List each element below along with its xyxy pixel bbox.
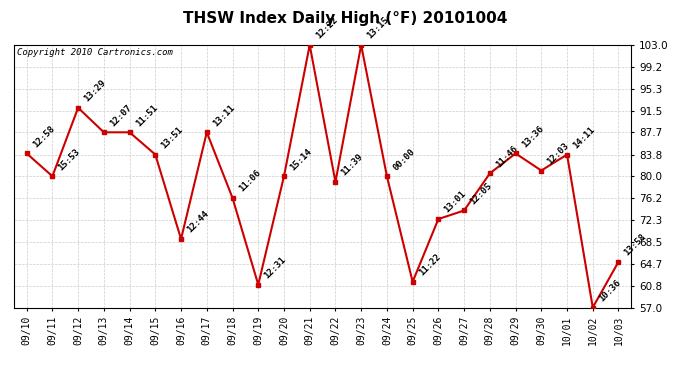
Text: 10:36: 10:36 bbox=[597, 278, 622, 303]
Text: 14:11: 14:11 bbox=[571, 125, 597, 150]
Text: 00:00: 00:00 bbox=[391, 147, 417, 172]
Text: 15:53: 15:53 bbox=[57, 147, 82, 172]
Text: 13:36: 13:36 bbox=[520, 124, 545, 149]
Text: 11:06: 11:06 bbox=[237, 168, 262, 194]
Text: 12:03: 12:03 bbox=[546, 141, 571, 166]
Text: 11:39: 11:39 bbox=[339, 152, 365, 178]
Text: 11:46: 11:46 bbox=[494, 144, 520, 169]
Text: 13:15: 13:15 bbox=[365, 15, 391, 41]
Text: 13:11: 13:11 bbox=[211, 103, 236, 128]
Text: 12:07: 12:07 bbox=[108, 103, 133, 128]
Text: THSW Index Daily High (°F) 20101004: THSW Index Daily High (°F) 20101004 bbox=[183, 11, 507, 26]
Text: 11:51: 11:51 bbox=[134, 103, 159, 128]
Text: 13:29: 13:29 bbox=[82, 78, 108, 104]
Text: 12:22: 12:22 bbox=[314, 15, 339, 41]
Text: 12:05: 12:05 bbox=[469, 181, 493, 206]
Text: 12:44: 12:44 bbox=[185, 210, 210, 235]
Text: 11:22: 11:22 bbox=[417, 252, 442, 278]
Text: 13:01: 13:01 bbox=[442, 189, 468, 215]
Text: 13:51: 13:51 bbox=[159, 125, 185, 150]
Text: 13:58: 13:58 bbox=[622, 232, 648, 258]
Text: 15:14: 15:14 bbox=[288, 147, 313, 172]
Text: Copyright 2010 Cartronics.com: Copyright 2010 Cartronics.com bbox=[17, 48, 172, 57]
Text: 12:31: 12:31 bbox=[262, 255, 288, 280]
Text: 12:58: 12:58 bbox=[31, 124, 56, 149]
